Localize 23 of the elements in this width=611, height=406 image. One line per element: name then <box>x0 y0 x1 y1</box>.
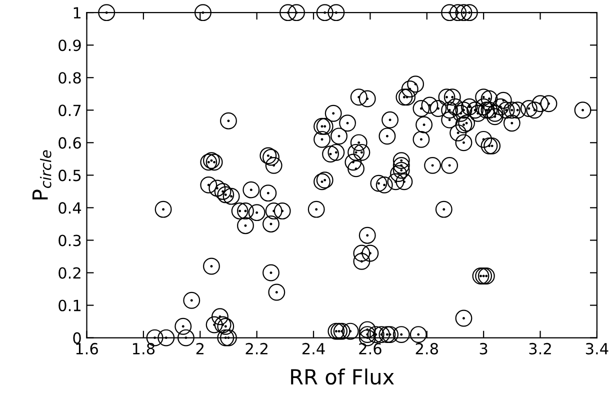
x-tick-label: 2.6 <box>359 342 382 354</box>
x-tick-label: 1.6 <box>76 342 98 354</box>
y-tick-label: 0.7 <box>58 104 81 116</box>
y-tick-label: 0.3 <box>58 234 81 246</box>
y-tick-label: 0.2 <box>58 267 80 279</box>
y-tick-label: 0.8 <box>58 72 81 84</box>
y-tick-label: 0.9 <box>58 40 81 52</box>
x-tick-label: 2.2 <box>246 342 268 354</box>
x-tick-label: 2.8 <box>416 342 438 354</box>
y-tick-label: 0.1 <box>58 300 80 312</box>
x-tick-label: 2.4 <box>302 342 325 354</box>
x-tick-label: 1.8 <box>132 342 155 354</box>
x-axis-title: RR of Flux <box>291 368 394 385</box>
y-tick-label: 0.6 <box>58 137 81 149</box>
y-tick-label: 0.5 <box>58 170 81 182</box>
y-tick-label: 1 <box>74 7 80 18</box>
x-tick-label: 3.4 <box>586 342 608 354</box>
y-axis-title: P$_{circle}$ <box>32 150 52 200</box>
x-tick-label: 3.2 <box>529 342 551 354</box>
y-tick-label: 0.4 <box>58 202 82 214</box>
x-tick-label: 3 <box>480 342 488 354</box>
x-tick-label: 2 <box>196 342 204 354</box>
y-tick-label: 0 <box>73 332 81 344</box>
